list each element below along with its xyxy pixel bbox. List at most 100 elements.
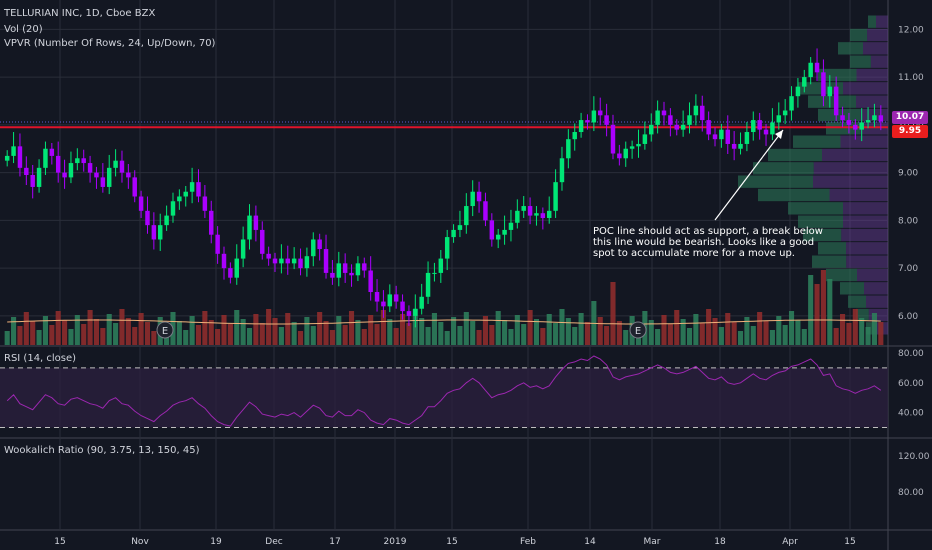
- candle-body: [36, 167, 42, 187]
- volume-bar: [578, 313, 584, 345]
- rsi-line: [6, 355, 882, 427]
- candle-body: [291, 258, 297, 264]
- wookalich-legend[interactable]: Wookalich Ratio (90, 3.75, 13, 150, 45): [4, 445, 200, 456]
- candle-body: [298, 258, 303, 269]
- candle-body: [4, 155, 10, 161]
- vpvr-up-bar: [850, 28, 868, 42]
- volume-bar: [30, 321, 36, 345]
- candle-body: [106, 167, 112, 187]
- volume-bar: [400, 314, 406, 345]
- volume-legend[interactable]: Vol (20): [4, 24, 43, 35]
- volume-bar: [744, 317, 750, 345]
- volume-bar: [113, 323, 119, 345]
- candle-body: [393, 294, 399, 302]
- volume-bar: [540, 328, 546, 345]
- volume-bar: [706, 309, 712, 345]
- candle-body: [177, 196, 182, 202]
- candle-body: [527, 206, 533, 216]
- candle-body: [387, 294, 393, 307]
- volume-bar: [406, 323, 412, 345]
- vpvr-up-bar: [838, 42, 863, 55]
- candle-body: [24, 167, 29, 175]
- candle-body: [546, 210, 552, 218]
- symbol-legend[interactable]: TELLURIAN INC, 1D, Cboe BZX: [4, 8, 156, 19]
- candle-body: [381, 301, 386, 307]
- candle-body: [17, 146, 23, 168]
- volume-bar: [419, 318, 425, 345]
- vpvr-up-bar: [758, 188, 830, 202]
- candle-body: [113, 160, 118, 168]
- candle-body: [744, 132, 750, 144]
- candle-body: [432, 272, 437, 274]
- volume-bar: [527, 310, 533, 345]
- candle-body: [183, 191, 188, 197]
- volume-bar: [814, 284, 820, 345]
- candle-body: [508, 222, 514, 230]
- candle-body: [483, 201, 488, 221]
- volume-bar: [100, 328, 106, 345]
- rsi-legend[interactable]: RSI (14, close): [4, 353, 77, 364]
- poc-price-tag: 9.95: [892, 125, 928, 138]
- candle-body: [438, 258, 444, 273]
- volume-bar: [610, 282, 616, 345]
- candle-body: [240, 239, 246, 259]
- volume-bar: [119, 309, 125, 345]
- candle-body: [368, 270, 373, 293]
- candle-body: [693, 105, 699, 116]
- vpvr-up-bar: [738, 175, 813, 188]
- volume-bar: [393, 328, 399, 345]
- candle-body: [87, 163, 93, 173]
- vpvr-legend[interactable]: VPVR (Number Of Rows, 24, Up/Down, 70): [4, 38, 216, 49]
- vpvr-up-bar: [812, 255, 847, 268]
- volume-bar: [750, 326, 756, 345]
- volume-bar: [125, 318, 131, 345]
- vpvr-up-bar: [826, 268, 857, 282]
- volume-bar: [361, 329, 367, 345]
- candle-body: [30, 175, 35, 187]
- volume-bar: [17, 326, 23, 345]
- volume-bar: [572, 327, 578, 345]
- volume-bar: [667, 324, 673, 345]
- candle-body: [158, 225, 163, 240]
- volume-bar: [846, 323, 852, 345]
- candle-body: [145, 210, 150, 226]
- candle-body: [311, 239, 316, 257]
- volume-bar: [776, 316, 782, 345]
- volume-bar: [297, 331, 304, 345]
- volume-bar: [342, 325, 348, 345]
- candle-body: [859, 122, 864, 130]
- volume-bar: [476, 330, 482, 345]
- candle-body: [776, 115, 782, 123]
- volume-bar: [87, 310, 93, 345]
- volume-bar: [502, 320, 508, 345]
- vpvr-down-bar: [840, 135, 888, 148]
- volume-bar: [208, 320, 214, 345]
- candle-body: [126, 172, 131, 178]
- vpvr-down-bar: [870, 55, 888, 68]
- x-tick-label: Dec: [265, 537, 282, 547]
- volume-bar: [68, 329, 74, 345]
- candle-body: [374, 292, 380, 302]
- x-tick-label: Apr: [782, 537, 798, 547]
- vpvr-up-bar: [768, 148, 822, 162]
- volume-bar: [215, 329, 221, 345]
- candle-body: [668, 115, 673, 125]
- volume-bar: [234, 310, 240, 345]
- candle-body: [43, 148, 48, 168]
- candle-body: [827, 86, 833, 97]
- candle-body: [661, 110, 667, 116]
- candle-body: [189, 182, 195, 192]
- volume-bar: [431, 313, 437, 345]
- annotation-arrowhead: [775, 130, 783, 139]
- earnings-marker-label: E: [162, 326, 168, 337]
- annotation-text[interactable]: POC line should act as support, a break …: [593, 226, 823, 259]
- candle-body: [362, 263, 367, 271]
- volume-bar: [712, 318, 718, 345]
- volume-bar: [317, 312, 323, 345]
- volume-bar: [310, 326, 316, 345]
- candle-body: [636, 143, 641, 147]
- volume-bar: [151, 331, 157, 345]
- candle-body: [687, 115, 692, 125]
- volume-bar: [737, 331, 744, 345]
